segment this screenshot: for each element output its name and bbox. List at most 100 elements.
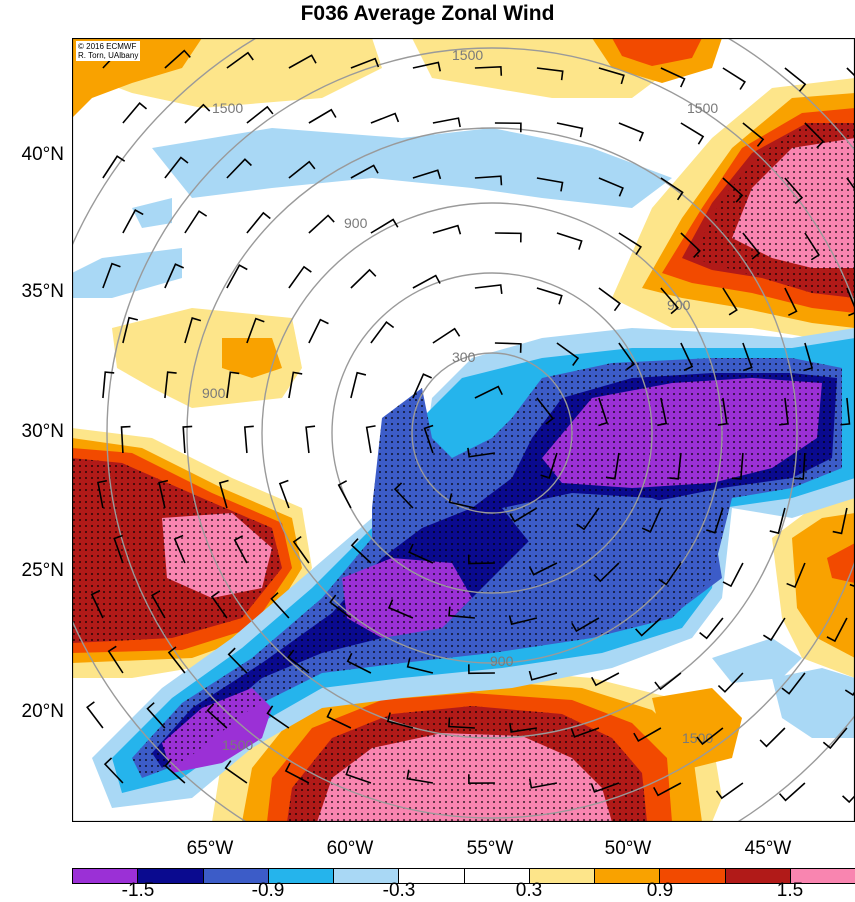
wind-barb [536, 67, 564, 81]
wind-barb [846, 67, 855, 77]
colorbar-swatch [73, 869, 139, 883]
lightblue-southeast [772, 668, 855, 738]
lat-label-35n: 35°N [21, 281, 64, 302]
wind-barb [467, 447, 496, 458]
wind-barb [658, 562, 682, 586]
wind-barb [832, 507, 848, 535]
wind-barb [412, 373, 432, 399]
wind-barb [173, 534, 186, 564]
wind-barb [102, 155, 126, 179]
wind-barb [680, 342, 694, 372]
wind-barb [593, 562, 620, 583]
wind-barb [448, 493, 476, 509]
wind-barb [346, 652, 372, 674]
wind-barb [164, 758, 186, 784]
wind-barb [113, 534, 124, 564]
wind-barb [846, 177, 855, 205]
wind-barb [722, 562, 744, 588]
contour-label-1500-a: 1500 [212, 100, 243, 116]
wind-barb [350, 371, 367, 399]
wind-barb [556, 232, 583, 250]
red-top-right [612, 38, 702, 66]
wind-barb [846, 287, 855, 317]
wind-barbs [86, 47, 855, 804]
wind-barb [528, 562, 558, 576]
stipple-northeast [692, 123, 855, 298]
colorbar-swatch [660, 869, 726, 883]
contour-1200 [186, 127, 798, 739]
wind-barb [576, 507, 600, 531]
wind-barb [227, 647, 248, 674]
contour-900 [261, 202, 723, 664]
wind-barb [536, 177, 564, 192]
wind-barb [120, 425, 131, 454]
wind-barb [102, 262, 121, 289]
wind-barb [778, 782, 806, 802]
wind-barb [633, 727, 662, 743]
map-canvas: 300 900 900 900 900 1500 1500 1500 1500 … [72, 38, 855, 822]
stipple-south [287, 706, 647, 822]
wind-barb [206, 703, 228, 729]
wind-barb [699, 617, 724, 640]
wind-barb [102, 371, 115, 399]
wind-barb [605, 452, 620, 480]
colorbar-swatch [399, 869, 465, 883]
wind-barb [494, 122, 522, 133]
colorbar-swatch [138, 869, 204, 883]
wind-barb [786, 562, 806, 589]
wind-barb [842, 794, 855, 804]
wind-barb [182, 425, 193, 454]
credit-line-1: © 2016 ECMWF [78, 42, 137, 51]
wind-barb [794, 452, 806, 480]
wind-barb [329, 594, 352, 619]
wind-barb [284, 762, 310, 784]
wind-barb [598, 177, 624, 197]
wind-barb [598, 67, 625, 85]
wind-barb [432, 117, 461, 128]
wind-barb [288, 265, 312, 289]
wind-barb [660, 177, 684, 201]
wind-barb [822, 727, 848, 750]
wind-barb [226, 51, 254, 69]
lat-label-40n: 40°N [21, 144, 64, 165]
wind-barb [653, 782, 682, 797]
wind-barb [784, 67, 807, 92]
wind-barb [386, 712, 414, 729]
wind-barb [536, 287, 563, 305]
wind-barb [350, 538, 372, 564]
wind-barb [759, 727, 786, 748]
lat-label-25n: 25°N [21, 560, 64, 581]
contour-1500 [106, 47, 855, 819]
wind-barb [164, 49, 191, 69]
wind-barb [778, 397, 789, 426]
wind-barb [468, 664, 495, 675]
wind-barb [337, 480, 352, 509]
orange-east [792, 513, 855, 658]
stipple-jet [132, 358, 842, 778]
wind-barb [406, 657, 434, 674]
positive-anomaly-west-mid [112, 308, 302, 408]
wind-barb [246, 317, 265, 344]
wind-barb [742, 342, 753, 372]
contour-label-900-a: 900 [344, 215, 368, 231]
colorbar-label-neg1-5: -1.5 [121, 880, 155, 901]
wind-barb [122, 101, 148, 124]
contour-label-group: 300 900 900 900 900 1500 1500 1500 1500 … [202, 47, 718, 753]
lat-label-20n: 20°N [21, 701, 64, 722]
wind-barb [393, 482, 414, 509]
wind-barb [226, 264, 248, 289]
wind-barb [167, 646, 186, 674]
wind-barb [706, 507, 724, 534]
colorbar-swatch [790, 869, 855, 883]
contour-label-1500-c: 1500 [687, 100, 718, 116]
wind-barb [164, 263, 184, 289]
wind-barb [448, 606, 475, 619]
contour-label-300: 300 [452, 349, 476, 365]
wind-barb [784, 287, 798, 317]
wind-barb [308, 108, 337, 124]
wind-barb [660, 287, 679, 315]
distance-contours [72, 38, 855, 822]
wind-barb [288, 54, 317, 69]
orange-southeast [652, 688, 742, 768]
wind-barb [598, 287, 621, 312]
